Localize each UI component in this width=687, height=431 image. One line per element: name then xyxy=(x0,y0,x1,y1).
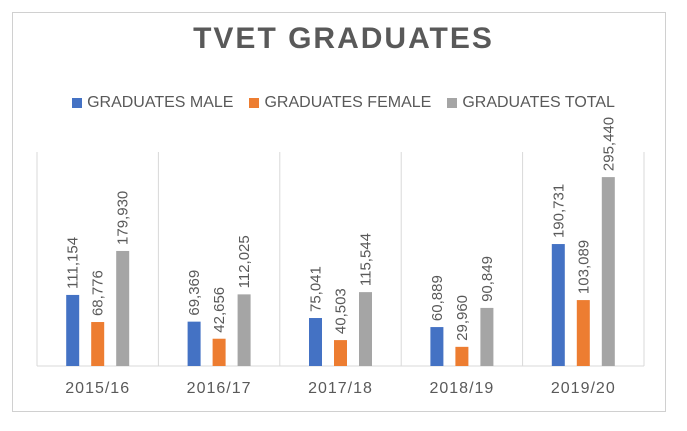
data-label: 111,154 xyxy=(65,237,82,289)
x-tick-label: 2015/16 xyxy=(65,380,130,397)
bar xyxy=(430,327,444,366)
x-tick-label: 2016/17 xyxy=(187,380,252,397)
legend-item-total: GRADUATES TOTAL xyxy=(447,94,615,112)
bar xyxy=(551,244,565,366)
data-label: 29,960 xyxy=(454,295,471,341)
data-label: 42,656 xyxy=(211,287,228,333)
data-label: 60,889 xyxy=(429,275,446,321)
data-label: 90,849 xyxy=(479,256,496,302)
data-label: 190,731 xyxy=(550,184,567,238)
legend-swatch-male xyxy=(72,98,83,108)
data-label: 75,041 xyxy=(308,266,325,312)
bar xyxy=(334,340,347,366)
data-label: 295,440 xyxy=(600,117,617,171)
data-label: 179,930 xyxy=(115,191,132,245)
bar xyxy=(480,307,494,366)
bar xyxy=(66,294,80,366)
x-tick-label: 2018/19 xyxy=(429,380,494,397)
x-tick-label: 2019/20 xyxy=(551,380,616,397)
legend-label-male: GRADUATES MALE xyxy=(87,94,234,111)
data-label: 115,544 xyxy=(358,233,375,286)
bar xyxy=(116,250,130,366)
bar xyxy=(212,338,226,366)
bar xyxy=(601,177,615,366)
data-label: 112,025 xyxy=(236,235,253,288)
legend-item-male: GRADUATES MALE xyxy=(72,94,233,112)
legend-label-female: GRADUATES FEMALE xyxy=(264,94,432,111)
bar xyxy=(576,300,590,366)
bar xyxy=(359,292,372,366)
data-label: 40,503 xyxy=(333,288,350,334)
data-label: 68,776 xyxy=(90,270,107,316)
legend-item-female: GRADUATES FEMALE xyxy=(249,94,431,112)
data-label: 69,369 xyxy=(186,270,203,316)
legend-label-total: GRADUATES TOTAL xyxy=(462,94,615,111)
bar xyxy=(309,318,322,366)
data-label: 103,089 xyxy=(575,240,592,294)
legend-swatch-total xyxy=(447,98,458,108)
x-tick-label: 2017/18 xyxy=(308,380,373,397)
legend: GRADUATES MALE GRADUATES FEMALE GRADUATE… xyxy=(0,94,687,112)
bar xyxy=(187,321,201,366)
legend-swatch-female xyxy=(249,98,260,108)
bar xyxy=(91,322,105,366)
bar xyxy=(237,294,251,366)
chart-title: TVET GRADUATES xyxy=(193,22,494,55)
bar xyxy=(455,346,469,366)
